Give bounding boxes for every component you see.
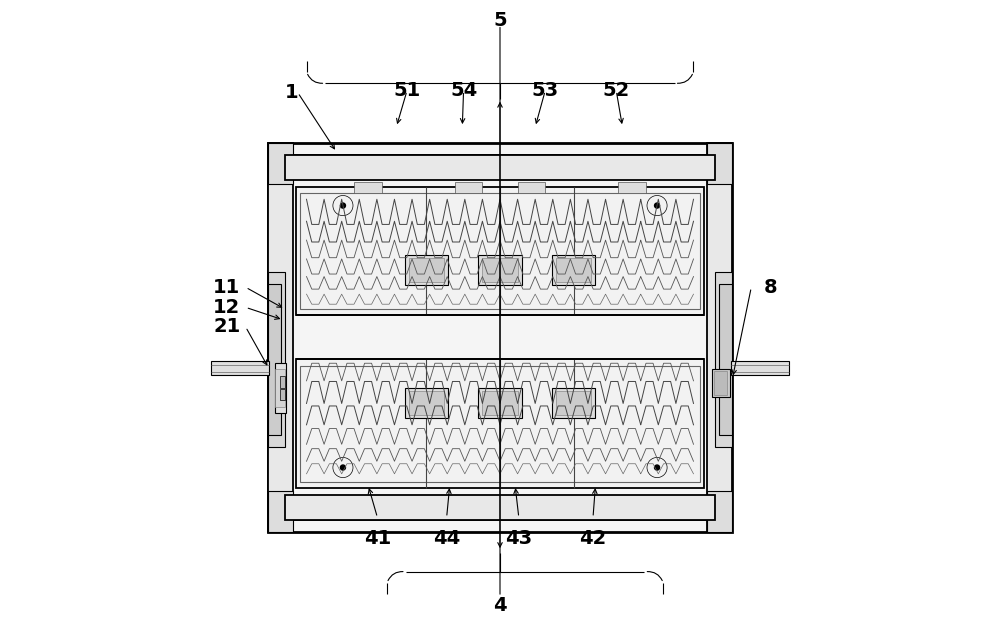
Bar [707, 143, 732, 184]
Bar [552, 387, 595, 418]
Bar [518, 182, 545, 193]
Bar [556, 258, 591, 282]
Bar [714, 372, 727, 395]
Text: 54: 54 [450, 81, 477, 100]
Bar [455, 182, 482, 193]
Bar [275, 363, 286, 413]
Bar [268, 492, 293, 532]
Bar [268, 143, 293, 184]
Text: 51: 51 [393, 81, 421, 100]
Bar [275, 369, 285, 406]
Text: 12: 12 [213, 298, 240, 317]
Bar [296, 360, 704, 488]
Bar [556, 391, 591, 415]
Text: 8: 8 [763, 278, 777, 297]
Bar [707, 492, 732, 532]
Bar [409, 391, 444, 415]
Bar [268, 143, 732, 532]
Bar [707, 143, 732, 532]
Bar [478, 387, 522, 418]
Bar [731, 362, 789, 375]
Text: 53: 53 [532, 81, 559, 100]
Text: 52: 52 [603, 81, 630, 100]
Text: 41: 41 [364, 529, 391, 548]
Bar [482, 391, 518, 415]
Bar [285, 155, 715, 180]
Bar [719, 284, 732, 435]
Text: 11: 11 [213, 278, 240, 297]
Bar [405, 387, 448, 418]
Bar [280, 377, 285, 387]
Bar [715, 271, 732, 447]
Bar [296, 187, 704, 316]
Text: 5: 5 [493, 11, 507, 30]
Bar [268, 271, 285, 447]
Circle shape [340, 203, 345, 208]
Text: 1: 1 [285, 83, 298, 102]
Bar [618, 182, 646, 193]
Circle shape [655, 465, 660, 470]
Text: 44: 44 [433, 529, 460, 548]
Bar [285, 155, 715, 520]
Bar [285, 495, 715, 520]
Bar [211, 362, 269, 375]
Text: 42: 42 [579, 529, 607, 548]
Bar [354, 182, 382, 193]
Bar [300, 193, 700, 309]
Bar [300, 366, 700, 482]
Text: 21: 21 [213, 317, 240, 336]
Text: 43: 43 [505, 529, 532, 548]
Bar [268, 284, 281, 435]
Bar [409, 258, 444, 282]
Text: 4: 4 [493, 596, 507, 615]
Bar [712, 369, 730, 397]
Bar [478, 255, 522, 285]
Bar [268, 143, 293, 532]
Circle shape [655, 203, 660, 208]
Bar [482, 258, 518, 282]
Bar [280, 389, 285, 400]
Circle shape [340, 465, 345, 470]
Bar [405, 255, 448, 285]
Bar [552, 255, 595, 285]
